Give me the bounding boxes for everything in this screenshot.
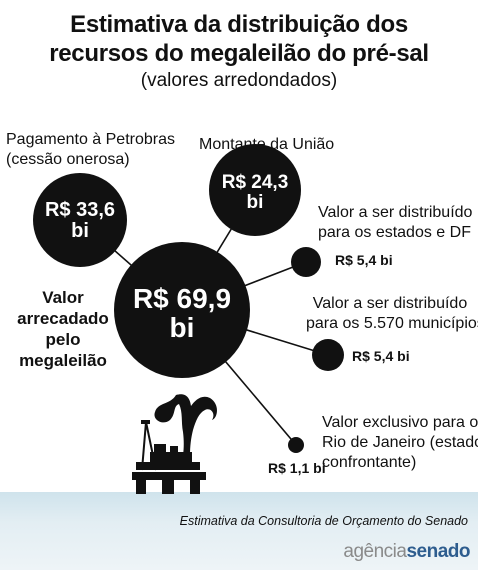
petrobras-label-line-2: (cessão onerosa) xyxy=(6,151,130,168)
uniao-value-line-1: R$ 24,3 xyxy=(221,172,289,193)
petrobras-value-line-1: R$ 33,6 xyxy=(44,199,116,221)
page-title: Estimativa da distribuição dos recursos … xyxy=(0,10,478,68)
municipios-label: Valor a ser distribuído para os 5.570 mu… xyxy=(306,294,478,334)
municipios-label-line-1: Valor a ser distribuído xyxy=(312,295,468,312)
oil-splash-icon xyxy=(154,394,217,455)
municipios-label-line-2: para os 5.570 municípios xyxy=(306,315,478,332)
center-value-line-1: R$ 69,9 xyxy=(132,283,232,314)
petrobras-value: R$ 33,6 bi xyxy=(33,200,127,242)
center-label-line-3: pelo xyxy=(45,330,81,349)
petrobras-label-line-1: Pagamento à Petrobras xyxy=(6,131,175,148)
estados-value: R$ 5,4 bi xyxy=(335,252,393,268)
estados-label-line-1: Valor a ser distribuído xyxy=(318,204,473,221)
page-subtitle: (valores arredondados) xyxy=(140,70,338,91)
bubble-center xyxy=(114,242,250,378)
bubble-petrobras xyxy=(33,173,127,267)
bubble-estados xyxy=(291,247,321,277)
title-line-2: recursos do megaleilão do pré-sal xyxy=(49,40,429,67)
source-note: Estimativa da Consultoria de Orçamento d… xyxy=(179,514,468,528)
bubble-rio xyxy=(288,437,304,453)
center-label-line-4: megaleilão xyxy=(19,351,107,370)
estados-label: Valor a ser distribuído para os estados … xyxy=(318,203,472,243)
oil-platform-icon xyxy=(132,420,206,494)
center-label: Valor arrecadado pelo megaleilão xyxy=(14,287,112,371)
logo-part-2: senado xyxy=(406,541,470,562)
sea-background xyxy=(0,492,478,570)
petrobras-value-line-2: bi xyxy=(71,220,89,242)
petrobras-label: Pagamento à Petrobras (cessão onerosa) xyxy=(6,130,175,170)
center-label-line-1: Valor xyxy=(42,288,84,307)
agencia-senado-logo: agênciasenado xyxy=(343,541,470,563)
rio-label-line-1: Valor exclusivo para o xyxy=(322,414,478,431)
logo-part-1: agência xyxy=(343,541,407,562)
rio-value: R$ 1,1 bi xyxy=(268,460,326,476)
estados-label-line-2: para os estados e DF xyxy=(318,224,471,241)
center-value: R$ 69,9 bi xyxy=(114,284,250,343)
rio-label-line-3: confrontante) xyxy=(322,454,417,471)
uniao-value-line-2: bi xyxy=(246,191,264,213)
center-label-line-2: arrecadado xyxy=(17,309,109,328)
uniao-label: Montante da União xyxy=(199,136,335,153)
rio-label: Valor exclusivo para o Rio de Janeiro (e… xyxy=(322,413,478,473)
municipios-value: R$ 5,4 bi xyxy=(352,348,410,364)
bubble-municipios xyxy=(312,339,344,371)
rio-label-line-2: Rio de Janeiro (estado xyxy=(322,434,478,451)
uniao-value: R$ 24,3 bi xyxy=(209,173,301,213)
title-line-1: Estimativa da distribuição dos xyxy=(70,11,408,38)
center-value-line-2: bi xyxy=(169,312,195,344)
bubble-uniao xyxy=(209,144,301,236)
